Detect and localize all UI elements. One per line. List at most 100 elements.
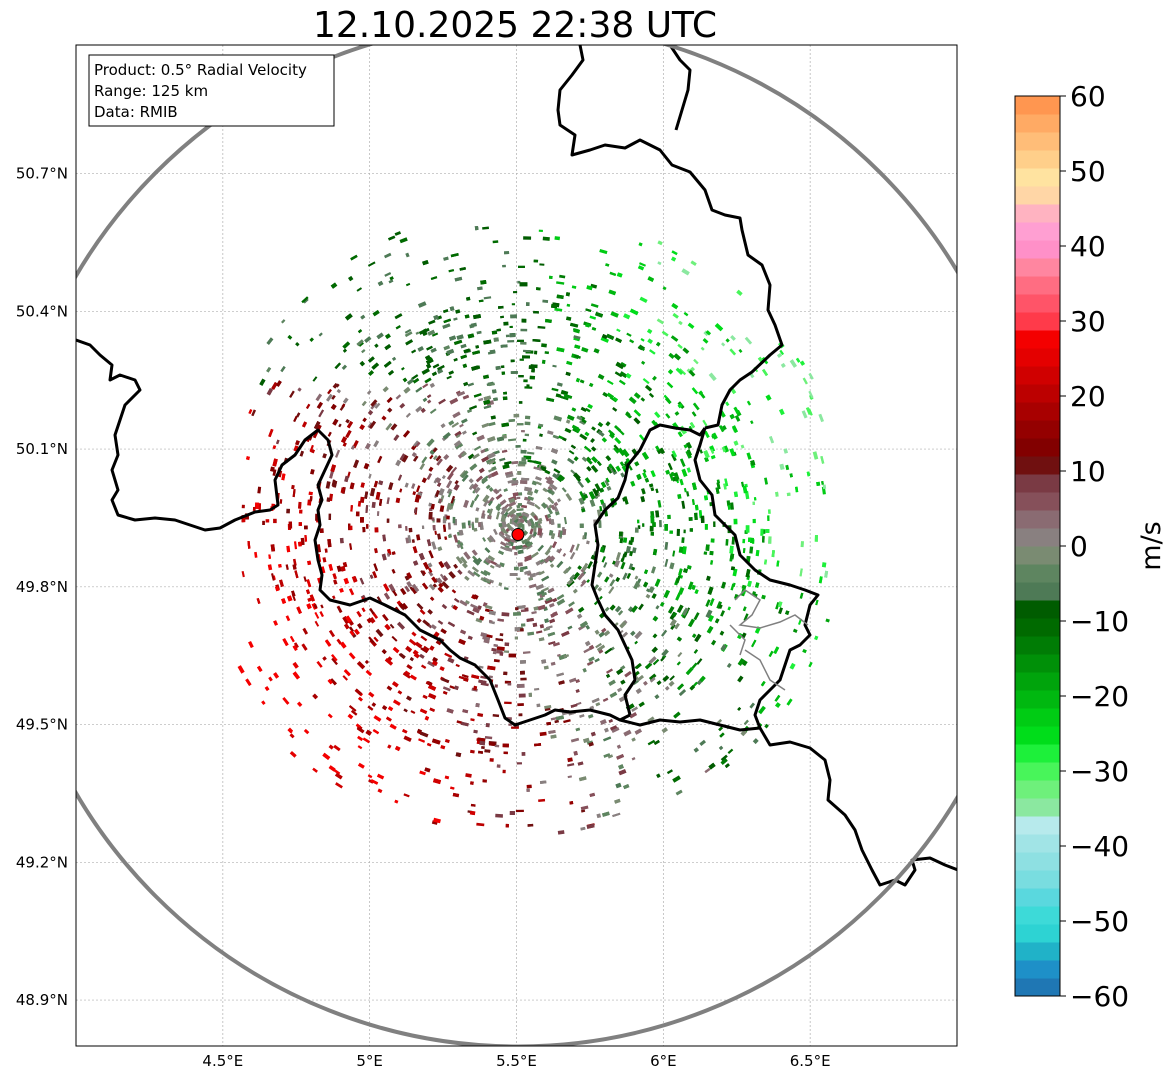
echo-pixel [426, 438, 435, 447]
echo-pixel [599, 546, 605, 553]
echo-pixel [677, 431, 683, 438]
echo-pixel [364, 336, 372, 343]
echo-pixel [713, 521, 716, 528]
echo-pixel [497, 305, 504, 309]
echo-pixel [570, 737, 580, 743]
echo-pixel [450, 505, 454, 510]
echo-pixel [440, 573, 445, 580]
echo-pixel [459, 423, 464, 428]
echo-pixel [378, 480, 384, 486]
echo-pixel [404, 328, 412, 334]
echo-pixel [808, 408, 813, 416]
echo-pixel [741, 481, 745, 488]
echo-pixel [581, 579, 587, 585]
borders [76, 45, 957, 887]
echo-pixel [676, 661, 681, 666]
echo-pixel [555, 393, 562, 398]
echo-pixel [576, 427, 581, 433]
echo-pixel [254, 551, 258, 558]
echo-pixel [655, 510, 660, 518]
echo-pixel [547, 485, 553, 492]
echo-pixel [404, 482, 409, 488]
echo-pixel [498, 550, 504, 556]
echo-pixel [606, 333, 615, 340]
echo-pixel [618, 531, 623, 537]
echo-pixel [388, 279, 394, 284]
echo-pixel [642, 469, 647, 474]
echo-pixel [412, 440, 419, 447]
echo-pixel [488, 675, 493, 679]
echo-pixel [516, 762, 522, 765]
echo-pixel [625, 373, 632, 379]
echo-pixel [299, 509, 303, 514]
echo-pixel [471, 594, 477, 600]
echo-pixel [631, 737, 636, 742]
echo-pixel [642, 581, 649, 588]
echo-pixel [533, 515, 539, 521]
echo-pixel [657, 261, 662, 265]
echo-pixel [546, 397, 555, 402]
colorbar-swatches [1015, 96, 1060, 997]
echo-pixel [680, 458, 686, 467]
echo-pixel [476, 434, 485, 442]
echo-pixel [588, 382, 594, 388]
echo-pixel [518, 375, 524, 378]
echo-pixel [664, 686, 670, 691]
echo-pixel [521, 623, 526, 627]
echo-pixel [369, 607, 375, 615]
echo-pixel [609, 604, 616, 611]
echo-pixel [578, 776, 587, 782]
echo-pixel [455, 663, 460, 668]
echo-pixel [488, 536, 495, 543]
lat-tick-label: 48.9°N [16, 991, 68, 1009]
echo-pixel [458, 529, 464, 536]
echo-pixel [455, 556, 463, 565]
echo-pixel [708, 762, 716, 770]
echo-pixel [443, 318, 452, 324]
echo-pixel [733, 518, 738, 525]
echo-pixel [560, 395, 569, 401]
echo-pixel [401, 367, 405, 371]
echo-pixel [699, 449, 703, 454]
echo-pixel [375, 491, 381, 500]
echo-pixel [397, 690, 403, 695]
echo-pixel [436, 518, 441, 523]
echo-pixel [683, 487, 687, 493]
echo-pixel [557, 523, 561, 528]
echo-pixel [408, 638, 417, 646]
echo-pixel [762, 368, 769, 377]
echo-pixel [294, 570, 299, 579]
echo-pixel [421, 367, 430, 375]
echo-pixel [634, 575, 639, 580]
echo-pixel [693, 612, 700, 621]
echo-pixel [385, 716, 392, 722]
echo-pixel [586, 458, 593, 465]
echo-pixel [356, 339, 364, 347]
echo-pixel [513, 291, 518, 294]
echo-pixel [495, 813, 503, 818]
echo-pixel [485, 722, 490, 728]
echo-pixel [661, 330, 669, 337]
echo-pixel [504, 642, 510, 647]
echo-pixel [516, 605, 526, 609]
echo-pixel [256, 665, 263, 672]
echo-pixel [403, 735, 412, 742]
echo-pixel [744, 336, 753, 345]
echo-pixel [577, 480, 585, 488]
echo-pixel [563, 393, 573, 399]
echo-pixel [509, 518, 513, 524]
echo-pixel [694, 512, 698, 521]
echo-pixel [676, 636, 682, 642]
colorbar-swatch [1015, 510, 1060, 529]
echo-pixel [488, 382, 495, 387]
echo-pixel [749, 702, 755, 709]
echo-pixel [719, 732, 725, 738]
echo-pixel [576, 613, 583, 619]
echo-pixel [519, 282, 528, 287]
colorbar-swatch [1015, 636, 1060, 655]
echo-pixel [725, 401, 730, 407]
echo-pixel [581, 347, 589, 353]
echo-pixel [818, 413, 825, 423]
echo-pixel [443, 561, 451, 570]
echo-pixel [726, 500, 731, 507]
